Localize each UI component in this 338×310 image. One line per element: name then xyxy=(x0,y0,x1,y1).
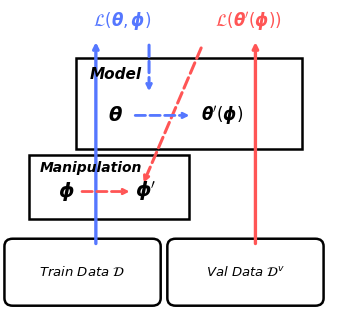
Text: Manipulation: Manipulation xyxy=(39,161,142,175)
Text: Train Data $\mathcal{D}$: Train Data $\mathcal{D}$ xyxy=(40,265,126,279)
Text: Val Data $\mathcal{D}^v$: Val Data $\mathcal{D}^v$ xyxy=(206,265,285,279)
Text: $\mathcal{L}(\boldsymbol{\theta}, \boldsymbol{\phi})$: $\mathcal{L}(\boldsymbol{\theta}, \bolds… xyxy=(93,10,151,32)
FancyBboxPatch shape xyxy=(167,239,323,306)
Text: $\boldsymbol{\theta}$: $\boldsymbol{\theta}$ xyxy=(108,106,123,125)
Text: Model: Model xyxy=(89,67,141,82)
Text: $\boldsymbol{\theta}'(\boldsymbol{\phi})$: $\boldsymbol{\theta}'(\boldsymbol{\phi})… xyxy=(201,104,243,127)
FancyBboxPatch shape xyxy=(76,58,302,149)
FancyBboxPatch shape xyxy=(29,155,189,219)
Text: $\mathcal{L}(\boldsymbol{\theta}'(\boldsymbol{\phi}))$: $\mathcal{L}(\boldsymbol{\theta}'(\bolds… xyxy=(216,10,282,33)
FancyBboxPatch shape xyxy=(4,239,161,306)
Text: $\boldsymbol{\phi}'$: $\boldsymbol{\phi}'$ xyxy=(135,180,156,203)
Text: $\boldsymbol{\phi}$: $\boldsymbol{\phi}$ xyxy=(57,180,74,203)
